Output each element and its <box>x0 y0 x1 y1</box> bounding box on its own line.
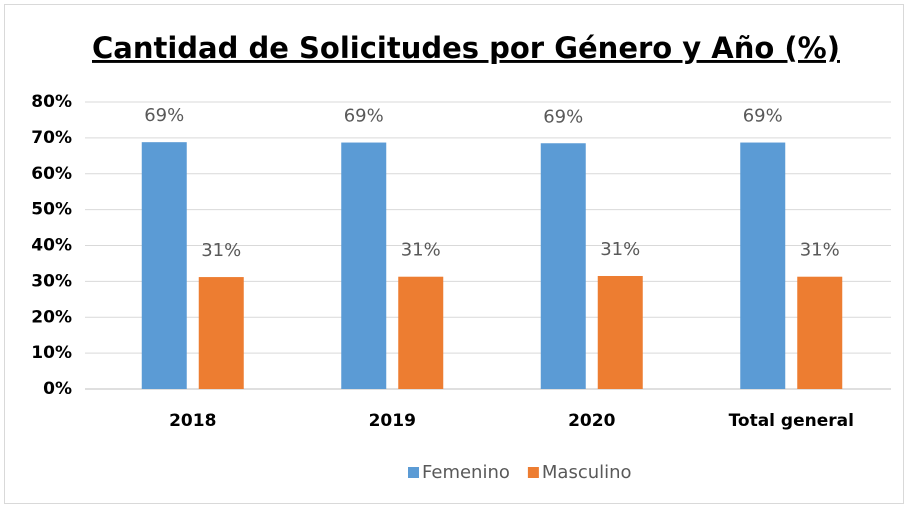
bar <box>141 142 187 389</box>
y-tick-label: 0% <box>43 379 72 399</box>
y-tick-label: 20% <box>31 307 72 327</box>
data-label: 69% <box>543 106 583 127</box>
legend-swatch <box>527 467 539 478</box>
data-label: 69% <box>743 106 783 127</box>
y-tick-label: 60% <box>31 164 72 184</box>
x-tick-label: 2019 <box>369 411 416 431</box>
y-tick-label: 10% <box>31 343 72 363</box>
data-label: 31% <box>800 240 840 261</box>
bar <box>740 142 786 389</box>
bar <box>797 276 843 389</box>
legend-label: Masculino <box>542 462 632 483</box>
data-label: 31% <box>201 240 241 261</box>
data-label: 31% <box>600 239 640 260</box>
bar <box>198 277 244 389</box>
data-label: 69% <box>344 106 384 127</box>
bar <box>398 276 444 389</box>
x-tick-label: Total general <box>729 411 854 431</box>
bar <box>341 142 387 389</box>
data-label: 69% <box>144 105 184 126</box>
y-tick-label: 50% <box>31 200 72 220</box>
bar <box>540 143 586 389</box>
bar <box>597 275 643 389</box>
y-tick-label: 40% <box>31 236 72 256</box>
legend-label: Femenino <box>422 462 510 483</box>
x-tick-label: 2018 <box>169 411 216 431</box>
chart-title: Cantidad de Solicitudes por Género y Año… <box>92 31 840 65</box>
legend-swatch <box>408 467 419 478</box>
y-tick-label: 30% <box>31 271 72 291</box>
data-label: 31% <box>401 240 441 261</box>
x-tick-label: 2020 <box>568 411 615 431</box>
y-tick-label: 80% <box>31 92 72 112</box>
y-tick-label: 70% <box>31 128 72 148</box>
